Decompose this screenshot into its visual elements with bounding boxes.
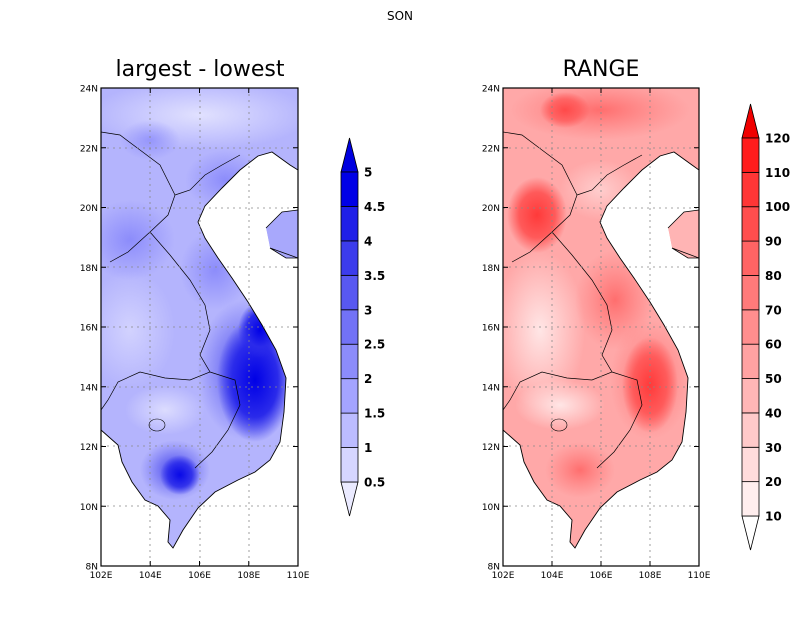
colorbar-swatch: [340, 343, 359, 380]
lat-tick-label: 10N: [482, 503, 500, 513]
lat-tick-label: 8N: [488, 563, 500, 573]
lon-tick-label: 106E: [188, 571, 211, 581]
lat-tick-label: 20N: [80, 204, 98, 214]
lat-tick-label: 16N: [482, 324, 500, 334]
colorbar-label: 4: [364, 234, 372, 248]
lon-tick-label: 108E: [237, 571, 260, 581]
lat-tick-label: 24N: [80, 85, 98, 95]
colorbar-label: 90: [765, 235, 782, 249]
right-map-field: [503, 88, 699, 566]
colorbar-swatch: [741, 309, 760, 345]
colorbar-label: 0.5: [364, 476, 385, 490]
lon-tick-label: 110E: [287, 571, 310, 581]
left-coastline: [101, 151, 298, 549]
colorbar-swatch: [741, 378, 760, 414]
colorbar-swatch: [340, 171, 359, 207]
right-coastline: [503, 151, 699, 549]
colorbar-swatch: [741, 240, 760, 276]
colorbar-label: 3.5: [364, 269, 385, 283]
colorbar-label: 2.5: [364, 338, 385, 352]
figure-title: SON: [386, 9, 414, 23]
colorbar-swatch: [741, 343, 760, 379]
left-hainan-field: [266, 210, 298, 258]
left-colorbar: 0.5 1 1.5 2 2.5 3 3.5 4 4.5 5: [340, 137, 385, 517]
lon-tick-label: 102E: [90, 571, 113, 581]
colorbar-label: 3: [364, 303, 372, 317]
colorbar-label: 10: [765, 510, 782, 524]
colorbar-max-arrow: [741, 103, 760, 139]
colorbar-swatch: [340, 378, 359, 414]
colorbar-label: 60: [765, 338, 782, 352]
colorbar-swatch: [340, 412, 359, 448]
lat-tick-label: 10N: [80, 503, 98, 513]
colorbar-swatch: [741, 171, 760, 208]
left-panel-title: largest - lowest: [116, 57, 285, 82]
lat-tick-label: 12N: [482, 443, 500, 453]
colorbar-label: 70: [765, 303, 782, 317]
colorbar-swatch: [741, 481, 760, 517]
lat-tick-label: 22N: [80, 144, 98, 154]
colorbar-label: 120: [765, 132, 790, 146]
right-colorbar: 10 20 30 40 50 60 70 80 90 100 110 120: [741, 103, 790, 551]
lat-tick-label: 8N: [86, 563, 98, 573]
lat-tick-label: 20N: [482, 204, 500, 214]
lat-tick-label: 22N: [482, 144, 500, 154]
lon-tick-label: 102E: [492, 571, 515, 581]
lon-tick-label: 104E: [541, 571, 564, 581]
colorbar-label: 1: [364, 441, 372, 455]
colorbar-swatch: [741, 412, 760, 448]
colorbar-label: 2: [364, 372, 372, 386]
colorbar-label: 110: [765, 166, 790, 180]
lat-tick-label: 14N: [80, 383, 98, 393]
colorbar-label: 5: [364, 166, 372, 180]
colorbar-label: 1.5: [364, 407, 385, 421]
lat-tick-label: 16N: [80, 324, 98, 334]
left-map-field: [101, 88, 298, 566]
colorbar-label: 30: [765, 441, 782, 455]
colorbar-swatch: [741, 446, 760, 483]
colorbar-label: 40: [765, 406, 782, 420]
colorbar-swatch: [741, 137, 760, 173]
lon-tick-label: 110E: [688, 571, 711, 581]
lon-tick-label: 104E: [139, 571, 162, 581]
right-hainan-field: [668, 210, 699, 258]
colorbar-label: 50: [765, 372, 782, 386]
lon-tick-label: 108E: [639, 571, 662, 581]
colorbar-swatch: [741, 275, 760, 311]
colorbar-label: 4.5: [364, 200, 385, 214]
lat-tick-label: 12N: [80, 443, 98, 453]
colorbar-min-arrow: [741, 515, 760, 551]
colorbar-label: 100: [765, 200, 790, 214]
colorbar-swatch: [340, 309, 359, 345]
left-map-panel: largest - lowest: [80, 57, 385, 581]
colorbar-swatch: [340, 206, 359, 242]
lon-tick-label: 106E: [590, 571, 613, 581]
colorbar-swatch: [340, 447, 359, 483]
colorbar-label: 20: [765, 475, 782, 489]
right-country-borders: [503, 131, 643, 469]
colorbar-max-arrow: [340, 137, 359, 173]
right-map-panel: RANGE: [482, 57, 790, 581]
colorbar-min-arrow: [340, 481, 359, 517]
right-panel-title: RANGE: [563, 57, 640, 82]
left-country-borders: [101, 131, 241, 469]
colorbar-swatch: [340, 240, 359, 276]
colorbar-swatch: [340, 274, 359, 311]
lat-tick-label: 18N: [482, 264, 500, 274]
colorbar-swatch: [741, 206, 760, 242]
lat-tick-label: 18N: [80, 264, 98, 274]
lat-tick-label: 24N: [482, 85, 500, 95]
lat-tick-label: 14N: [482, 383, 500, 393]
colorbar-label: 80: [765, 269, 782, 283]
